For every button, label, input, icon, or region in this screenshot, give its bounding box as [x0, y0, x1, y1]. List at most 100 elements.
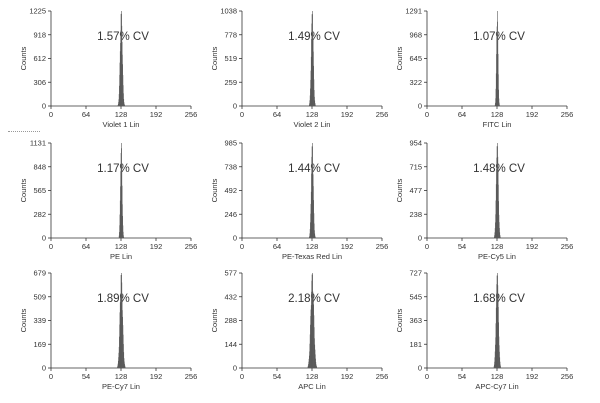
- cv-label: 1.48% CV: [473, 163, 525, 175]
- histogram-bar: [315, 236, 316, 238]
- histogram-bar: [499, 235, 501, 238]
- y-tick-label: 612: [33, 54, 46, 63]
- histogram-bar: [314, 235, 316, 238]
- x-tick-label: 128: [306, 110, 319, 119]
- y-tick-label: 1225: [29, 7, 46, 16]
- histogram-violet-2: 0 259 519 778 1038 0 64 128 192 256 Counts Violet 2…: [195, 4, 389, 134]
- histogram-bar: [315, 104, 316, 106]
- cv-label: 1.17% CV: [97, 163, 149, 175]
- y-tick-label: 288: [224, 316, 237, 325]
- y-tick-label: 339: [33, 316, 46, 325]
- histogram-violet-1: 0 306 612 918 1225 0 64 128 192 256 Counts Violet 1…: [4, 4, 198, 134]
- y-tick-label: 0: [233, 102, 237, 111]
- x-tick-label: 256: [376, 110, 389, 119]
- histogram: [494, 11, 500, 107]
- cv-label: 1.89% CV: [97, 293, 149, 305]
- x-tick-label: 256: [376, 372, 389, 381]
- x-tick-label: 54: [458, 372, 466, 381]
- cv-label: 1.07% CV: [473, 31, 525, 43]
- y-tick-label: 1291: [405, 7, 422, 16]
- x-tick-label: 128: [491, 110, 504, 119]
- x-axis-label: APC-Cy7 Lin: [475, 382, 518, 391]
- y-tick-label: 0: [233, 234, 237, 243]
- x-axis-label: APC Lin: [298, 382, 326, 391]
- histogram-bar: [500, 236, 501, 238]
- histogram-bar: [498, 89, 499, 106]
- x-tick-label: 64: [273, 242, 281, 251]
- y-tick-label: 727: [409, 269, 422, 278]
- x-tick-label: 192: [341, 372, 354, 381]
- x-tick-label: 128: [115, 242, 128, 251]
- y-tick-label: 565: [33, 186, 46, 195]
- y-tick-label: 985: [224, 139, 237, 148]
- y-tick-label: 519: [224, 54, 237, 63]
- x-tick-label: 128: [115, 110, 128, 119]
- x-tick-label: 0: [49, 242, 53, 251]
- chart-svg: 0 246 492 738 985 0 64 128 192 256 Counts PE-Texas …: [210, 139, 388, 262]
- y-tick-label: 432: [224, 292, 237, 301]
- cv-label: 1.49% CV: [288, 31, 340, 43]
- y-tick-label: 645: [409, 54, 422, 63]
- x-tick-label: 256: [561, 110, 574, 119]
- x-tick-label: 54: [458, 242, 466, 251]
- x-tick-label: 192: [526, 372, 539, 381]
- histogram-pe-texas-red: 0 246 492 738 985 0 64 128 192 256 Counts PE-Texas …: [195, 136, 388, 266]
- histogram-bar: [123, 237, 125, 238]
- x-tick-label: 0: [240, 242, 244, 251]
- x-tick-label: 192: [341, 110, 354, 119]
- y-axis-label: Counts: [19, 46, 28, 70]
- y-tick-label: 715: [409, 162, 422, 171]
- y-tick-label: 477: [409, 186, 422, 195]
- histogram-pe-cy5: 0 238 477 715 954 0 54 128 192 256 Counts PE-Cy5 Li…: [380, 136, 573, 266]
- y-tick-label: 181: [409, 340, 422, 349]
- x-tick-label: 192: [150, 372, 163, 381]
- histogram-bar: [498, 102, 500, 106]
- histogram-bar: [123, 235, 124, 238]
- histogram-bar: [314, 102, 316, 106]
- x-axis-label: Violet 2 Lin: [294, 120, 331, 129]
- histogram: [117, 11, 125, 106]
- y-axis-label: Counts: [19, 178, 28, 202]
- x-tick-label: 192: [341, 242, 354, 251]
- x-tick-label: 256: [185, 110, 198, 119]
- x-tick-label: 128: [491, 242, 504, 251]
- x-tick-label: 0: [240, 110, 244, 119]
- x-tick-label: 128: [306, 242, 319, 251]
- x-axis-label: Violet 1 Lin: [103, 120, 140, 129]
- x-tick-label: 128: [306, 372, 319, 381]
- y-tick-label: 0: [42, 364, 46, 373]
- x-axis-label: FITC Lin: [483, 120, 512, 129]
- histogram-bar: [498, 98, 500, 106]
- chart-svg: 0 144 288 432 577 0 54 128 192 256 Counts APC Lin 2.…: [210, 269, 389, 392]
- x-tick-label: 64: [273, 110, 281, 119]
- histogram: [117, 273, 126, 368]
- y-tick-label: 306: [33, 78, 46, 87]
- histogram: [308, 11, 316, 107]
- histogram-bar: [499, 104, 500, 106]
- histogram-bar: [122, 225, 124, 238]
- y-tick-label: 968: [409, 30, 422, 39]
- histogram-pe: 0 282 565 848 1131 0 64 128 192 256 Counts PE Lin 1.…: [4, 136, 197, 266]
- histogram: [308, 143, 316, 238]
- x-tick-label: 0: [425, 242, 429, 251]
- histogram: [493, 143, 501, 238]
- y-tick-label: 545: [409, 292, 422, 301]
- y-axis-label: Counts: [19, 308, 28, 332]
- y-tick-label: 492: [224, 186, 237, 195]
- separator-line: [8, 131, 40, 132]
- chart-svg: 0 169 339 509 679 0 54 128 192 256 Counts PE-Cy7 Li…: [19, 269, 197, 392]
- x-tick-label: 0: [425, 372, 429, 381]
- y-tick-label: 238: [409, 210, 422, 219]
- x-tick-label: 64: [82, 110, 90, 119]
- y-axis-label: Counts: [395, 308, 404, 332]
- y-tick-label: 848: [33, 162, 46, 171]
- x-tick-label: 192: [150, 242, 163, 251]
- y-tick-label: 0: [418, 234, 422, 243]
- x-tick-label: 128: [491, 372, 504, 381]
- y-tick-label: 0: [418, 102, 422, 111]
- y-tick-label: 169: [33, 340, 46, 349]
- chart-svg: 0 322 645 968 1291 0 64 128 192 256 Counts FITC Lin…: [395, 7, 574, 130]
- x-tick-label: 64: [82, 242, 90, 251]
- cv-label: 1.57% CV: [97, 31, 149, 43]
- y-tick-label: 259: [224, 78, 237, 87]
